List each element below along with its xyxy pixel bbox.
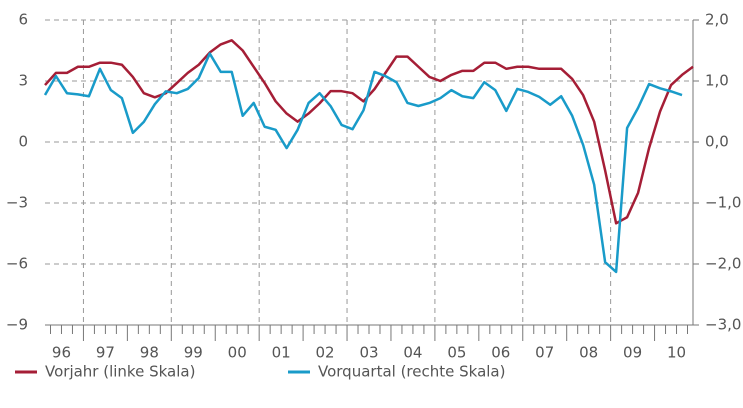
y2-tick-label: −3,0 <box>705 316 741 334</box>
x-tick-label: 03 <box>359 344 378 362</box>
y2-tick-label: 1,0 <box>705 72 729 90</box>
x-tick-label: 01 <box>272 344 291 362</box>
y2-tick-label: −2,0 <box>705 255 741 273</box>
y2-tick-label: −1,0 <box>705 194 741 212</box>
y2-tick-label: 2,0 <box>705 11 729 29</box>
x-tick-label: 09 <box>623 344 642 362</box>
x-tick-label: 10 <box>667 344 686 362</box>
y-tick-label: 3 <box>18 72 28 90</box>
y-tick-label: 6 <box>18 11 28 29</box>
x-tick-label: 02 <box>316 344 335 362</box>
x-tick-label: 97 <box>96 344 115 362</box>
y-tick-label: 0 <box>18 133 28 151</box>
x-tick-label: 07 <box>535 344 554 362</box>
y-tick-label: −9 <box>6 316 28 334</box>
x-tick-label: 98 <box>140 344 159 362</box>
legend-label: Vorquartal (rechte Skala) <box>318 363 505 381</box>
x-tick-label: 00 <box>228 344 247 362</box>
x-tick-label: 08 <box>579 344 598 362</box>
x-tick-label: 05 <box>447 344 466 362</box>
x-tick-label: 96 <box>52 344 71 362</box>
legend-label: Vorjahr (linke Skala) <box>45 363 195 381</box>
x-tick-label: 99 <box>184 344 203 362</box>
y-tick-label: −3 <box>6 194 28 212</box>
series-line <box>43 52 683 274</box>
y2-tick-label: 0,0 <box>705 133 729 151</box>
y-tick-label: −6 <box>6 255 28 273</box>
x-tick-label: 04 <box>403 344 422 362</box>
x-tick-label: 06 <box>491 344 510 362</box>
